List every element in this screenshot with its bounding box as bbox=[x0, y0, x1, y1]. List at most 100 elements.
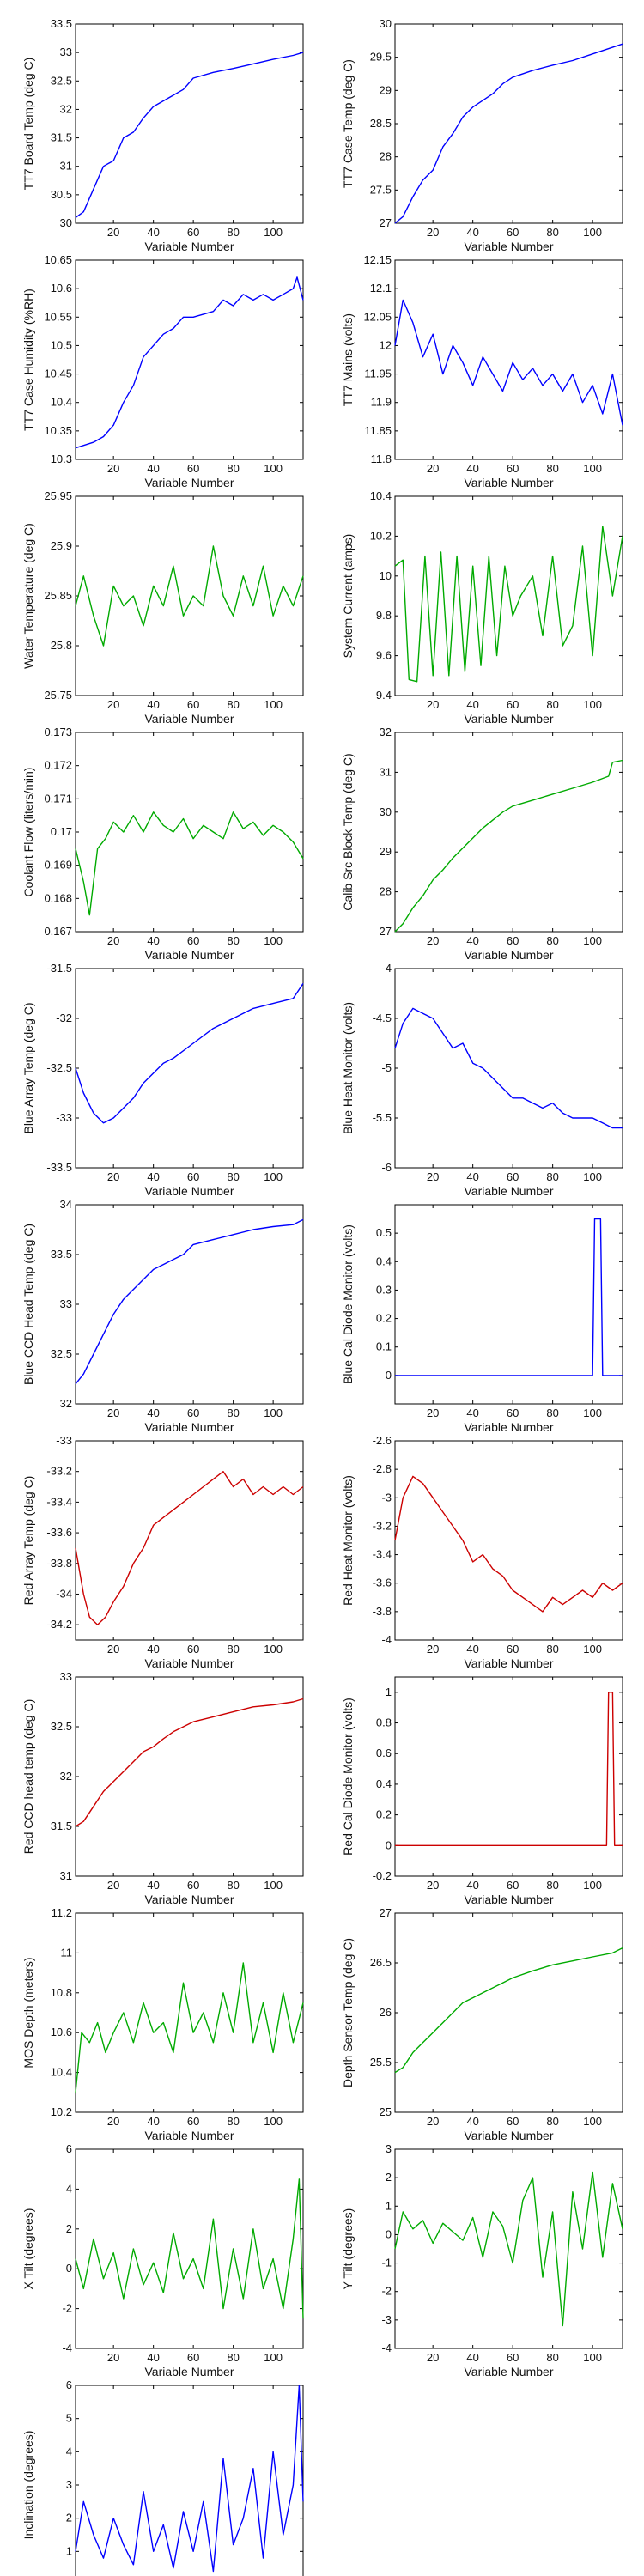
y-tick-label: 25.75 bbox=[44, 689, 72, 702]
x-tick-label: 60 bbox=[187, 698, 199, 711]
y-axis-label: Red Heat Monitor (volts) bbox=[341, 1475, 355, 1606]
y-tick-label: 10.45 bbox=[44, 368, 72, 380]
series-line-1 bbox=[75, 1218, 304, 1385]
y-tick-label: 30 bbox=[380, 805, 392, 818]
plot-area bbox=[394, 259, 623, 460]
x-tick-label: 80 bbox=[227, 1170, 239, 1183]
y-tick-label: 0.168 bbox=[44, 891, 72, 904]
x-tick-label: 100 bbox=[264, 698, 283, 711]
y-axis-label: System Current (amps) bbox=[341, 534, 355, 659]
x-tick-label: 100 bbox=[583, 698, 602, 711]
y-axis-label: Red Array Temp (deg C) bbox=[21, 1476, 35, 1606]
x-tick-label: 60 bbox=[187, 1643, 199, 1656]
x-tick-label: 80 bbox=[227, 2115, 239, 2128]
subplot-13: 20 40 60 80 100 -34.2 -34 -33.8 -33.6 -33.4 -33.2 -… bbox=[21, 1434, 304, 1670]
y-tick-label: 33 bbox=[60, 46, 72, 58]
x-axis-label: Variable Number bbox=[464, 476, 553, 489]
y-tick-label: 10.3 bbox=[51, 453, 72, 465]
series-line-1 bbox=[394, 1947, 623, 2074]
x-tick-label: 20 bbox=[107, 1643, 119, 1656]
x-tick-label: 80 bbox=[227, 1879, 239, 1892]
x-axis-label: Variable Number bbox=[464, 712, 553, 726]
y-tick-label: -34 bbox=[56, 1587, 72, 1600]
y-tick-label: -3 bbox=[381, 1491, 392, 1504]
y-tick-label: -3.8 bbox=[373, 1605, 392, 1618]
x-axis-label: Variable Number bbox=[144, 2365, 234, 2379]
y-tick-label: 0.171 bbox=[44, 792, 72, 805]
y-tick-label: 0.17 bbox=[51, 825, 72, 838]
y-tick-label: 11 bbox=[61, 1946, 73, 1959]
y-tick-label: 12.05 bbox=[363, 310, 392, 323]
y-tick-label: 32 bbox=[60, 1770, 72, 1783]
x-axis-label: Variable Number bbox=[144, 948, 234, 962]
x-axis-label: Variable Number bbox=[144, 1656, 234, 1670]
y-tick-label: 0.4 bbox=[376, 1777, 392, 1790]
subplot-16: 20 40 60 80 100 -0.2 0 0.2 0.4 0.6 0.8 1 Variable Nu… bbox=[341, 1676, 623, 1906]
y-tick-label: -4 bbox=[381, 2342, 392, 2354]
y-tick-label: 32 bbox=[60, 1397, 72, 1410]
y-tick-label: 31.5 bbox=[51, 131, 72, 144]
subplot-6: 20 40 60 80 100 9.4 9.6 9.8 10 10.2 10.4 Variable N… bbox=[341, 489, 623, 726]
y-tick-label: 0.173 bbox=[44, 726, 72, 738]
x-tick-label: 20 bbox=[427, 1643, 439, 1656]
y-tick-label: 26 bbox=[380, 2006, 392, 2019]
y-tick-label: 9.4 bbox=[376, 689, 392, 702]
y-tick-label: 0.2 bbox=[376, 1312, 392, 1325]
x-tick-label: 40 bbox=[466, 2115, 478, 2128]
x-tick-label: 60 bbox=[187, 462, 199, 475]
y-tick-label: 4 bbox=[66, 2182, 72, 2195]
y-tick-label: -2.8 bbox=[373, 1462, 392, 1475]
x-tick-label: 40 bbox=[147, 1406, 159, 1419]
x-tick-label: 80 bbox=[546, 934, 558, 947]
x-tick-label: 60 bbox=[187, 2115, 199, 2128]
series-line-1 bbox=[394, 43, 623, 224]
y-tick-label: 10.35 bbox=[44, 424, 72, 437]
y-tick-label: -3 bbox=[381, 2313, 392, 2326]
y-axis-label: TT7 Case Temp (deg C) bbox=[341, 59, 355, 188]
x-tick-label: 100 bbox=[583, 2351, 602, 2364]
y-tick-label: 28 bbox=[380, 885, 392, 898]
x-tick-label: 60 bbox=[507, 462, 519, 475]
x-tick-label: 40 bbox=[147, 462, 159, 475]
y-tick-label: 4 bbox=[66, 2445, 72, 2458]
y-tick-label: 0.167 bbox=[44, 925, 72, 938]
y-tick-label: 29.5 bbox=[370, 51, 392, 64]
x-tick-label: 40 bbox=[147, 2115, 159, 2128]
subplot-20: 20 40 60 80 100 -4 -3 -2 -1 0 1 2 3 Variable Number Y … bbox=[341, 2142, 623, 2379]
series-line-1 bbox=[394, 2171, 623, 2327]
subplot-21: 204060801000123456Variable NumberInclina… bbox=[21, 2379, 304, 2576]
x-tick-label: 60 bbox=[507, 2351, 519, 2364]
y-tick-label: -33.5 bbox=[46, 1161, 72, 1174]
subplot-4: 20 40 60 80 100 11.8 11.85 11.9 11.95 12 12.05 12.1… bbox=[341, 253, 623, 489]
y-axis-label: Calib Src Block Temp (deg C) bbox=[341, 753, 355, 910]
y-tick-label: 27 bbox=[380, 925, 392, 938]
series-line-1 bbox=[394, 759, 623, 933]
y-tick-label: 0.3 bbox=[376, 1283, 392, 1296]
x-tick-label: 60 bbox=[507, 1643, 519, 1656]
y-tick-label: 26.5 bbox=[370, 1956, 392, 1969]
series-line-1 bbox=[75, 276, 304, 449]
y-tick-label: -4.5 bbox=[373, 1012, 392, 1024]
x-tick-label: 100 bbox=[264, 1879, 283, 1892]
x-tick-label: 40 bbox=[147, 934, 159, 947]
y-tick-label: -32 bbox=[56, 1012, 72, 1024]
x-tick-label: 100 bbox=[583, 226, 602, 239]
y-tick-label: 34 bbox=[60, 1198, 72, 1211]
y-tick-label: 27.5 bbox=[370, 183, 392, 196]
y-tick-label: 10.65 bbox=[44, 253, 72, 266]
y-axis-label: TT7 Board Temp (deg C) bbox=[21, 58, 35, 191]
x-tick-label: 100 bbox=[264, 934, 283, 947]
series-line-1 bbox=[75, 545, 304, 647]
y-tick-label: -2 bbox=[381, 2285, 392, 2298]
x-tick-label: 100 bbox=[264, 1170, 283, 1183]
y-tick-label: 9.6 bbox=[376, 649, 392, 662]
x-tick-label: 60 bbox=[507, 1879, 519, 1892]
y-tick-label: 9.8 bbox=[376, 609, 392, 622]
subplot-18: 20 40 60 80 100 25 25.5 26 26.5 27 Variable Number… bbox=[341, 1906, 623, 2142]
y-axis-label: Inclination (degrees) bbox=[21, 2431, 35, 2540]
y-tick-label: 12 bbox=[380, 338, 392, 351]
y-tick-label: -4 bbox=[381, 962, 392, 975]
y-tick-label: -3.4 bbox=[373, 1548, 392, 1561]
x-tick-label: 80 bbox=[546, 1643, 558, 1656]
